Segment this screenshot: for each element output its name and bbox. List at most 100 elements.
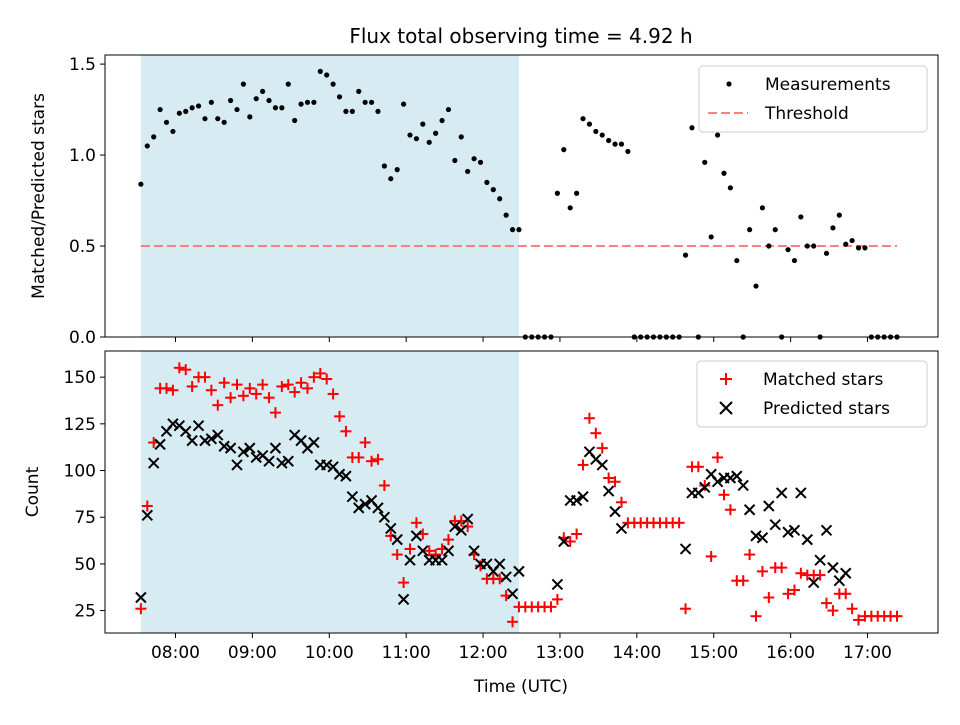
top-y-tick-label: 1.5 bbox=[69, 55, 96, 75]
matched-star-point bbox=[237, 390, 249, 402]
matched-star-point bbox=[712, 451, 724, 463]
matched-star-point bbox=[161, 382, 173, 394]
bottom-y-tick-label: 125 bbox=[64, 415, 96, 435]
measurement-point bbox=[195, 103, 202, 109]
measurement-point bbox=[394, 167, 400, 173]
predicted-star-point bbox=[814, 554, 826, 566]
predicted-star-point bbox=[775, 487, 788, 499]
measurement-point bbox=[407, 132, 413, 138]
predicted-star-point bbox=[199, 434, 211, 447]
bottom-y-tick-label: 150 bbox=[64, 368, 96, 388]
measurement-point bbox=[253, 96, 259, 102]
matched-star-point bbox=[756, 565, 768, 577]
measurement-point bbox=[804, 243, 810, 249]
predicted-star-point bbox=[679, 543, 692, 555]
x-tick-label: 15:00 bbox=[689, 643, 738, 663]
predicted-star-point bbox=[378, 511, 391, 523]
matched-star-point bbox=[507, 616, 519, 628]
predicted-star-point bbox=[212, 429, 224, 441]
bottom-y-axis-label: Count bbox=[23, 466, 43, 517]
measurement-point bbox=[202, 116, 208, 122]
predicted-star-point bbox=[577, 490, 589, 503]
predicted-star-point bbox=[513, 565, 525, 578]
measurement-point bbox=[304, 99, 311, 105]
predicted-star-point bbox=[263, 455, 275, 467]
measurement-point bbox=[574, 190, 580, 196]
measurement-point bbox=[388, 176, 394, 182]
measurement-point bbox=[336, 94, 343, 100]
bottom-y-tick-label: 75 bbox=[74, 508, 96, 528]
predicted-star-point bbox=[359, 498, 371, 510]
measurement-point bbox=[215, 116, 221, 122]
matched-star-point bbox=[846, 603, 858, 615]
matched-star-point bbox=[692, 461, 704, 473]
measurement-point bbox=[727, 185, 733, 191]
matched-star-point bbox=[615, 496, 627, 508]
measurement-point bbox=[400, 101, 407, 107]
measurement-point bbox=[830, 225, 836, 231]
measurement-point bbox=[747, 227, 753, 233]
top-legend: Measurements Threshold bbox=[698, 65, 928, 133]
matched-star-point bbox=[231, 379, 243, 391]
predicted-star-point bbox=[461, 513, 474, 525]
predicted-star-point bbox=[602, 485, 615, 497]
top-axes-frame bbox=[104, 54, 939, 338]
matched-star-point bbox=[705, 550, 717, 562]
measurement-point bbox=[151, 134, 157, 140]
predicted-star-point bbox=[141, 509, 153, 522]
predicted-star-point bbox=[737, 479, 749, 492]
measurement-point bbox=[413, 136, 420, 142]
matched-star-point bbox=[776, 562, 788, 574]
measurement-point bbox=[208, 99, 214, 105]
measurement-point bbox=[183, 108, 189, 114]
matched-star-point bbox=[289, 386, 301, 398]
measurement-point bbox=[843, 241, 849, 247]
predicted-star-point bbox=[506, 588, 519, 600]
bottom-y-tick-label: 25 bbox=[74, 602, 96, 622]
measurement-point bbox=[554, 190, 560, 196]
matched-star-point bbox=[314, 367, 326, 379]
matched-star-point bbox=[180, 364, 192, 376]
predicted-star-point bbox=[731, 470, 743, 482]
measurement-point bbox=[586, 121, 593, 127]
measurement-point bbox=[772, 227, 778, 233]
measurement-point bbox=[445, 106, 452, 113]
measurement-point bbox=[465, 168, 471, 175]
predicted-star-point bbox=[756, 532, 769, 544]
predicted-star-point bbox=[711, 476, 724, 488]
measurement-point bbox=[189, 105, 195, 111]
measurement-point bbox=[279, 105, 285, 111]
predicted-star-point bbox=[147, 457, 160, 469]
matched-star-point bbox=[301, 382, 313, 394]
matched-star-point bbox=[173, 362, 185, 374]
predicted-star-point bbox=[442, 545, 455, 557]
measurement-point bbox=[862, 245, 868, 251]
predicted-star-point bbox=[333, 468, 346, 480]
matched-star-point bbox=[212, 399, 224, 411]
measurement-point bbox=[138, 181, 144, 187]
x-tick-label: 16:00 bbox=[766, 643, 815, 663]
measurement-point bbox=[330, 81, 336, 87]
matched-star-point bbox=[263, 392, 275, 404]
predicted-star-point bbox=[795, 487, 807, 499]
matched-star-point bbox=[404, 543, 416, 555]
measurement-point bbox=[516, 227, 522, 233]
measurement-point bbox=[497, 196, 503, 202]
measurement-point bbox=[561, 147, 567, 153]
matched-star-point bbox=[545, 601, 557, 613]
matched-star-point bbox=[571, 528, 583, 540]
matched-star-point bbox=[744, 549, 756, 561]
measurement-point bbox=[426, 139, 432, 145]
bottom-legend: Matched stars Predicted stars bbox=[696, 360, 928, 428]
measurement-point bbox=[298, 101, 304, 107]
predicted-star-point bbox=[186, 434, 198, 447]
predicted-star-point bbox=[231, 459, 243, 471]
matched-star-point bbox=[366, 455, 378, 467]
predicted-star-point bbox=[769, 518, 781, 531]
predicted-star-point bbox=[237, 446, 250, 458]
predicted-star-point bbox=[500, 571, 512, 583]
predicted-star-point bbox=[750, 530, 762, 542]
predicted-star-point bbox=[436, 554, 448, 566]
x-tick-label: 08:00 bbox=[151, 643, 200, 663]
